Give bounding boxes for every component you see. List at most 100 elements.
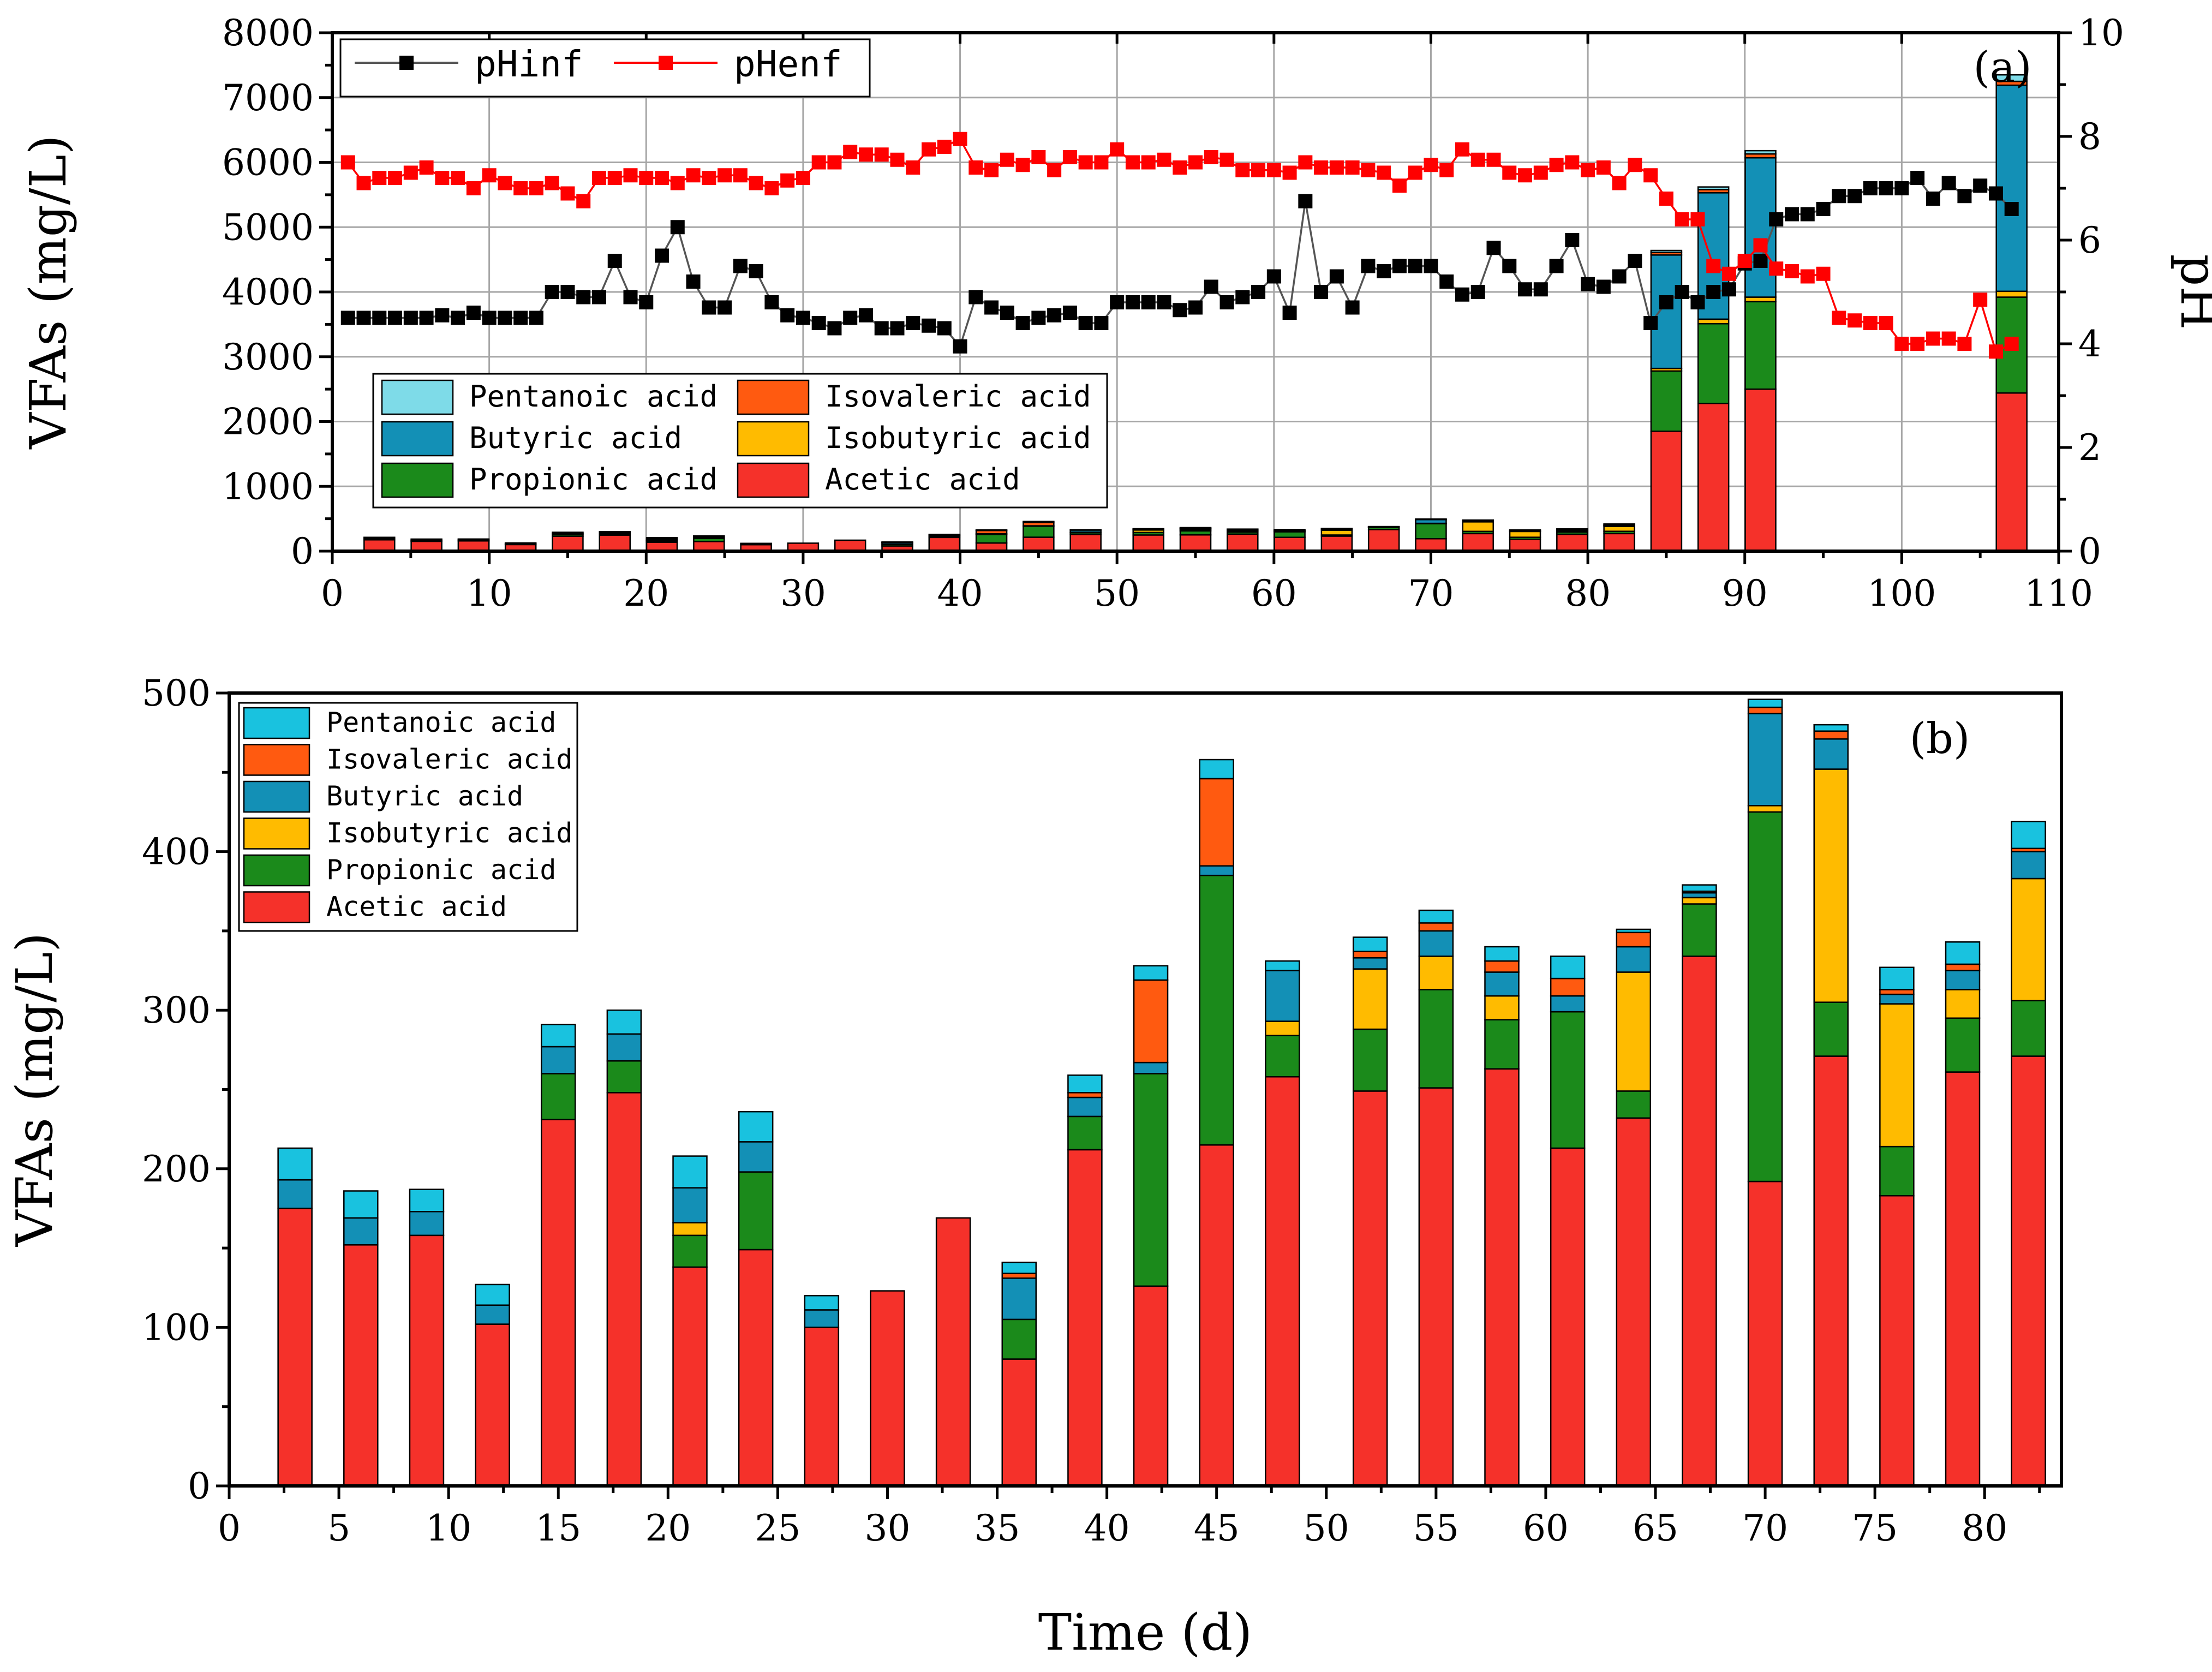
marker-phenf-12 [513,181,528,195]
bar-a-day45-propionic-acid [1023,526,1055,538]
bar-b-day55-isovaleric-acid [1418,922,1454,932]
bar-b-day76-isobutyric-acid [1879,1003,1915,1148]
xtick-label-b-5: 5 [327,1507,350,1549]
xtick-label-b-20: 20 [645,1507,691,1549]
marker-phenf-72 [1455,142,1469,157]
legend-b-swatch-propionic-acid [243,854,310,887]
marker-phinf-15 [560,285,575,299]
marker-phinf-72 [1455,287,1469,302]
marker-phinf-100 [1894,181,1909,195]
bar-b-day27-pentanoic-acid [804,1295,840,1311]
legend-acids-a: Pentanoic acid Isovaleric acid Butyric aci… [372,373,1108,509]
bar-b-day36-pentanoic-acid [1001,1262,1037,1274]
bar-b-day39-pentanoic-acid [1067,1074,1103,1094]
bar-a-day6-pentanoic-acid [410,538,443,541]
marker-phinf-59 [1251,285,1266,299]
y2-axis-label: pH [2169,254,2212,330]
bar-b-day73-butyric-acid [1813,738,1849,770]
marker-phenf-95 [1816,266,1831,281]
bar-a-day85-propionic-acid [1650,370,1683,432]
xtick-label-b-60: 60 [1523,1507,1569,1549]
marker-phenf-30 [796,171,810,185]
y2tick-label-2: 2 [2078,427,2101,469]
marker-phinf-36 [890,321,905,336]
xtick-label-a-70: 70 [1408,572,1454,614]
bar-b-day36-acetic-acid [1001,1358,1037,1487]
bar-b-day70-pentanoic-acid [1747,698,1783,708]
marker-phinf-24 [702,300,716,315]
bar-b-day70-butyric-acid [1747,713,1783,807]
bar-b-day82-isobutyric-acid [2011,877,2046,1002]
bar-a-day79-pentanoic-acid [1556,528,1588,531]
bar-a-day88-pentanoic-acid [1697,186,1730,190]
bar-a-day24-pentanoic-acid [693,535,725,538]
marker-phenf-73 [1470,152,1485,167]
marker-phenf-47 [1062,150,1077,164]
marker-phinf-107 [2004,202,2019,216]
bar-a-day18-pentanoic-acid [599,531,631,534]
bar-a-day33-acetic-acid [834,539,866,552]
marker-phenf-29 [780,173,795,188]
marker-phinf-89 [1721,282,1736,297]
bar-b-day67-acetic-acid [1682,956,1717,1487]
marker-phinf-45 [1031,310,1046,325]
bar-b-day21-pentanoic-acid [672,1155,708,1189]
bar-a-day18-acetic-acid [599,534,631,552]
bar-a-day67-acetic-acid [1367,529,1400,552]
legend-marker-pHinf [399,56,414,70]
marker-phenf-99 [1879,316,1893,330]
y2tick-label-0: 0 [2078,530,2101,572]
bar-b-day58-propionic-acid [1484,1019,1520,1070]
marker-phinf-9 [466,306,481,320]
marker-phenf-69 [1408,165,1422,180]
marker-phenf-32 [827,155,842,170]
marker-phinf-70 [1424,259,1438,273]
xtick-label-a-110: 110 [2024,572,2093,614]
bar-a-day58-pentanoic-acid [1227,528,1259,530]
bar-b-day52-propionic-acid [1352,1028,1388,1092]
marker-phinf-6 [419,310,434,325]
marker-phenf-74 [1486,152,1501,167]
marker-phenf-27 [749,176,763,190]
bar-b-day48-pentanoic-acid [1265,960,1300,971]
marker-phenf-23 [686,168,701,183]
bar-b-day55-acetic-acid [1418,1087,1454,1487]
ytick-label-a-8000: 8000 [222,12,314,54]
marker-phinf-58 [1235,290,1250,304]
marker-phinf-84 [1643,316,1658,330]
ytick-label-a-3000: 3000 [222,336,314,378]
marker-phinf-94 [1800,207,1815,222]
y2tick-label-10: 10 [2078,12,2124,54]
xtick-label-b-10: 10 [426,1507,471,1549]
bar-b-day18-propionic-acid [606,1060,642,1094]
marker-phinf-96 [1832,189,1846,204]
xtick-label-a-0: 0 [321,572,344,614]
marker-phinf-52 [1141,295,1156,309]
legend-b-swatch-pentanoic-acid [243,707,310,739]
marker-phenf-46 [1047,163,1062,177]
legend-a-swatch-propionic-acid [381,462,454,498]
bar-b-day48-propionic-acid [1265,1035,1300,1078]
bar-b-day55-butyric-acid [1418,930,1454,957]
legend-acids-b: Pentanoic acid Isovaleric acid Butyric aci… [238,702,578,932]
bar-a-day64-pentanoic-acid [1320,528,1353,530]
marker-phenf-75 [1502,165,1517,180]
marker-phinf-19 [623,290,638,304]
marker-phenf-94 [1800,269,1815,284]
marker-phinf-77 [1533,282,1548,297]
xtick-label-b-15: 15 [535,1507,581,1549]
marker-phinf-30 [796,310,810,325]
bar-b-day12-pentanoic-acid [475,1283,510,1306]
panel-a-axes: 0 10 20 30 40 50 60 70 80 90 100 110010002000300040… [19,12,2212,614]
bar-b-day64-acetic-acid [1616,1117,1652,1487]
y2tick-label-4: 4 [2078,323,2101,365]
marker-phenf-6 [419,160,434,175]
marker-phenf-61 [1282,165,1297,180]
marker-phenf-80 [1581,163,1595,177]
marker-phenf-102 [1926,331,1940,346]
bar-a-day3-acetic-acid [363,539,396,552]
legend-a-swatch-acetic-acid [737,462,810,498]
legend-a-swatch-isobutyric-acid [737,421,810,457]
marker-phinf-98 [1863,181,1878,195]
marker-phenf-35 [874,147,889,162]
